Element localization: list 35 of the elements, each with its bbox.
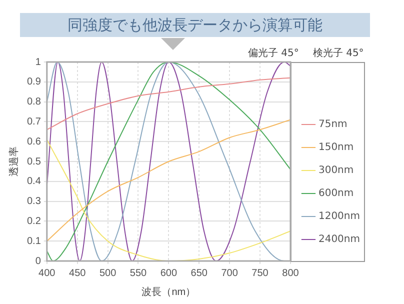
x-tick-label: 450: [69, 268, 86, 279]
line-series: [46, 139, 290, 261]
text: 偏光子 45°: [248, 48, 299, 59]
x-tick-label: 550: [130, 268, 148, 279]
x-axis-title: 波長（nm）: [142, 286, 196, 298]
x-tick-label: 400: [38, 268, 56, 279]
x-tick-label: 600: [160, 268, 178, 279]
y-tick-label: 0: [35, 256, 42, 267]
y-tick-label: 0.4: [26, 176, 42, 188]
x-tick-label: 700: [221, 268, 238, 279]
line-series: [46, 62, 290, 261]
line-series: [46, 77, 290, 130]
text: 検光子 45°: [312, 48, 364, 59]
y-tick-label: 0.9: [26, 76, 42, 88]
legend-label: 300nm: [318, 165, 354, 176]
y-tick-label: 0.8: [26, 96, 42, 108]
y-tick-label: 0.3: [26, 196, 42, 208]
x-tick-label: 650: [190, 268, 208, 279]
legend-label: 1200nm: [318, 211, 360, 222]
y-tick-label: 0.6: [26, 136, 42, 148]
legend-label: 75nm: [318, 119, 348, 130]
y-tick-label: 0.5: [26, 156, 42, 168]
y-tick-label: 0.7: [26, 116, 42, 128]
line-series: [46, 119, 290, 242]
legend-label: 150nm: [318, 142, 354, 154]
y-axis-title: 透過率: [8, 146, 20, 176]
x-tick-label: 500: [99, 268, 117, 279]
chart-title: 同強度でも他波長データから演算可能: [20, 13, 370, 37]
y-tick-label: 0.1: [26, 236, 42, 247]
legend-label: 2400nm: [318, 234, 360, 246]
y-tick-label: 1: [35, 56, 42, 68]
y-tick-label: 0.2: [26, 216, 42, 227]
legend-label: 600nm: [318, 188, 354, 200]
x-tick-label: 750: [252, 268, 269, 279]
x-tick-label: 800: [282, 268, 300, 279]
